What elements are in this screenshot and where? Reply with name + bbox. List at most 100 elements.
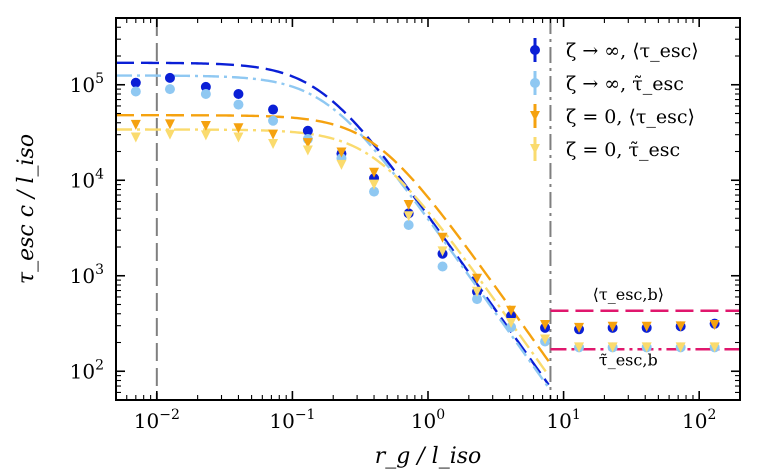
legend-marker bbox=[530, 111, 540, 121]
legend-entry-0-esc: ζ = 0, ⟨τ_esc⟩ bbox=[530, 104, 695, 128]
data-point-0-esc bbox=[369, 167, 380, 178]
x-tick-label: 10−2 bbox=[134, 407, 180, 433]
data-point-0-esc bbox=[472, 273, 483, 284]
data-point-0-esc bbox=[130, 119, 141, 130]
y-tick-base: 10 bbox=[70, 264, 95, 288]
data-point-0-esc bbox=[641, 321, 652, 332]
x-tick-label: 10−1 bbox=[269, 407, 315, 433]
x-tick-exp: 1 bbox=[572, 407, 581, 423]
data-point-0-esc bbox=[506, 318, 517, 329]
y-tick-label: 102 bbox=[70, 357, 104, 383]
data-point-esc bbox=[164, 72, 175, 83]
y-tick-label: 103 bbox=[70, 262, 104, 288]
data-point-esc bbox=[200, 81, 211, 92]
data-point-esc bbox=[130, 77, 141, 88]
x-tick-exp: 0 bbox=[436, 407, 445, 423]
data-point-esc bbox=[164, 84, 175, 95]
data-point-esc bbox=[437, 261, 448, 272]
annotation-mean-boundary: ⟨τ_esc,b⟩ bbox=[593, 285, 664, 304]
legend-entry-esc: ζ → ∞, ⟨τ_esc⟩ bbox=[530, 38, 699, 62]
data-point-esc bbox=[233, 99, 244, 110]
data-point-0-esc bbox=[403, 211, 414, 222]
legend: ζ → ∞, ⟨τ_esc⟩ ζ → ∞, τ̃_esc ζ = 0, ⟨τ_esc… bbox=[530, 38, 699, 161]
data-point-0-esc bbox=[472, 286, 483, 297]
data-point-esc bbox=[302, 125, 313, 136]
data-point-0-esc bbox=[336, 159, 347, 170]
fit-curve-esc bbox=[116, 61, 550, 386]
x-tick-label: 100 bbox=[411, 407, 445, 433]
data-point-esc bbox=[200, 89, 211, 100]
x-tick-base: 10 bbox=[134, 409, 159, 433]
data-point-esc bbox=[472, 294, 483, 305]
legend-marker bbox=[530, 45, 540, 55]
x-tick-base: 10 bbox=[269, 409, 294, 433]
plot-area-content bbox=[116, 18, 740, 400]
axis-ticks bbox=[116, 18, 740, 400]
x-tick-exp: −2 bbox=[159, 407, 180, 423]
x-tick-label: 101 bbox=[546, 407, 580, 433]
data-point-esc bbox=[130, 86, 141, 97]
data-point-0-esc bbox=[403, 200, 414, 211]
x-tick-exp: 2 bbox=[707, 407, 716, 423]
y-tick-label: 104 bbox=[70, 166, 104, 192]
legend-entry-0-esc: ζ = 0, τ̃_esc bbox=[530, 137, 680, 161]
data-point-esc bbox=[369, 186, 380, 197]
data-point-0-esc bbox=[675, 342, 686, 353]
data-point-0-esc bbox=[574, 322, 585, 333]
legend-label: ζ → ∞, τ̃_esc bbox=[566, 73, 684, 95]
x-axis-label: r_g / l_iso bbox=[375, 444, 482, 469]
annotations: ⟨τ_esc,b⟩ τ̃_esc,b bbox=[593, 285, 664, 370]
data-point-0-esc bbox=[302, 145, 313, 156]
legend-entry-esc: ζ → ∞, τ̃_esc bbox=[530, 71, 684, 95]
data-point-0-esc bbox=[302, 138, 313, 149]
data-point-0-esc bbox=[233, 123, 244, 134]
legend-label: ζ = 0, ⟨τ_esc⟩ bbox=[566, 106, 695, 128]
y-tick-base: 10 bbox=[70, 359, 95, 383]
legend-marker bbox=[530, 144, 540, 154]
y-tick-exp: 4 bbox=[95, 166, 104, 182]
data-point-esc bbox=[403, 219, 414, 230]
data-point-0-esc bbox=[233, 132, 244, 143]
x-tick-base: 10 bbox=[411, 409, 436, 433]
data-point-0-esc bbox=[540, 320, 551, 331]
y-tick-base: 10 bbox=[70, 168, 95, 192]
data-point-0-esc bbox=[607, 342, 618, 353]
data-point-0-esc bbox=[268, 129, 279, 140]
data-point-0-esc bbox=[437, 232, 448, 243]
y-axis-label: τ_esc c / l_iso bbox=[14, 134, 39, 284]
data-point-0-esc bbox=[164, 129, 175, 140]
y-tick-exp: 3 bbox=[95, 262, 104, 278]
x-tick-base: 10 bbox=[682, 409, 707, 433]
data-point-0-esc bbox=[607, 321, 618, 332]
y-tick-base: 10 bbox=[70, 73, 95, 97]
fit-curve-0-esc bbox=[116, 113, 550, 362]
data-point-0-esc bbox=[268, 138, 279, 149]
legend-marker bbox=[530, 78, 540, 88]
x-tick-label: 102 bbox=[682, 407, 716, 433]
data-point-0-esc bbox=[675, 321, 686, 332]
x-tick-exp: −1 bbox=[295, 407, 316, 423]
data-point-esc bbox=[268, 115, 279, 126]
data-point-0-esc bbox=[709, 320, 720, 331]
x-tick-base: 10 bbox=[546, 409, 571, 433]
data-point-0-esc bbox=[506, 305, 517, 316]
y-tick-exp: 5 bbox=[95, 71, 104, 87]
data-point-0-esc bbox=[369, 179, 380, 190]
data-point-0-esc bbox=[130, 132, 141, 143]
fit-curve-esc bbox=[116, 74, 550, 389]
data-point-0-esc bbox=[336, 147, 347, 158]
y-tick-exp: 2 bbox=[95, 357, 104, 373]
data-point-0-esc bbox=[540, 334, 551, 345]
data-point-0-esc bbox=[200, 130, 211, 141]
data-point-0-esc bbox=[709, 342, 720, 353]
data-point-0-esc bbox=[437, 246, 448, 257]
data-point-esc bbox=[233, 89, 244, 100]
data-point-0-esc bbox=[200, 120, 211, 131]
y-tick-label: 105 bbox=[70, 71, 104, 97]
legend-label: ζ → ∞, ⟨τ_esc⟩ bbox=[566, 40, 699, 62]
data-point-0-esc bbox=[574, 342, 585, 353]
annotation-median-boundary: τ̃_esc,b bbox=[599, 350, 658, 369]
